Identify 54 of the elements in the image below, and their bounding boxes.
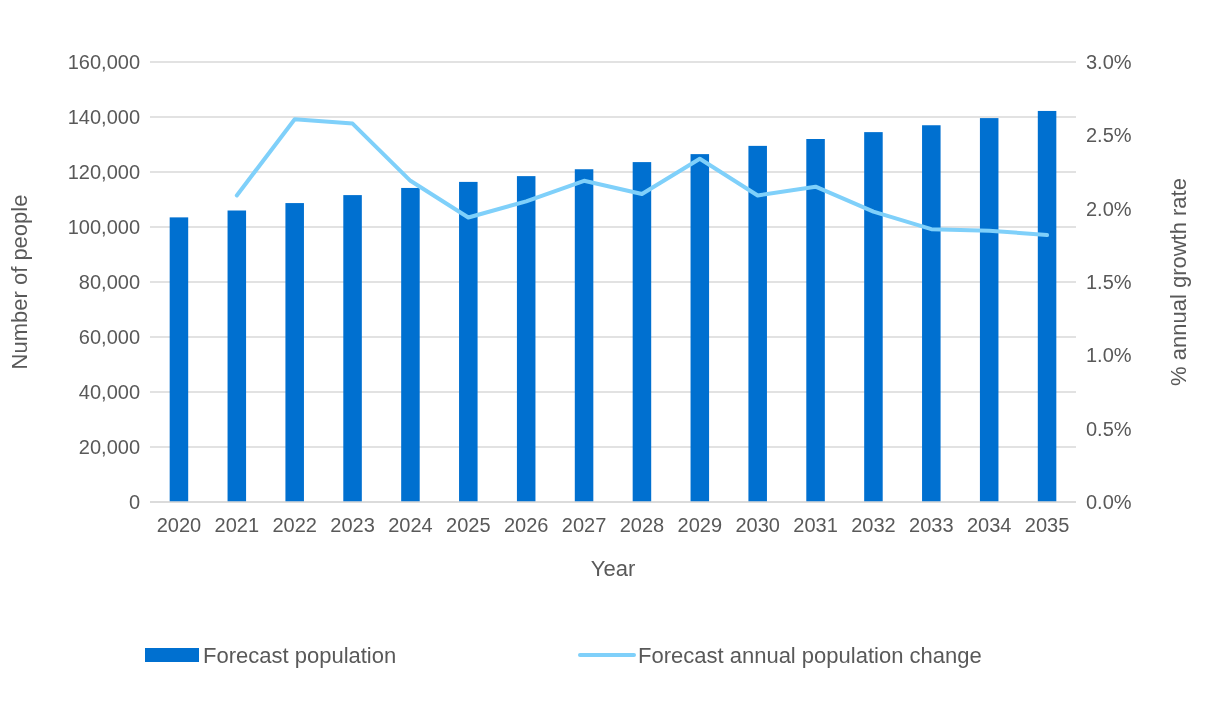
legend-label: Forecast annual population change	[638, 642, 982, 668]
x-tick-label: 2035	[1024, 514, 1070, 536]
bar	[343, 195, 362, 502]
legend-label: Forecast population	[203, 642, 397, 668]
bar	[516, 176, 536, 502]
x-tick-label: 2025	[446, 514, 491, 536]
y-tick-label: 100,000	[67, 216, 140, 238]
bar	[227, 210, 247, 502]
y-tick-label: 20,000	[78, 436, 140, 458]
x-tick-label: 2029	[677, 514, 723, 536]
y-tick-label: 120,000	[67, 161, 140, 183]
y2-tick-label: 1.0%	[1086, 344, 1132, 367]
x-tick-label: 2024	[388, 514, 433, 536]
y2-tick-label: 3.0%	[1086, 51, 1132, 73]
bar	[864, 132, 883, 502]
bar	[922, 125, 941, 502]
bar	[632, 162, 652, 502]
y-axis-title: Number of people	[7, 194, 32, 370]
bar	[574, 169, 594, 502]
bar	[285, 203, 304, 502]
x-tick-label: 2031	[793, 514, 838, 536]
y2-tick-label: 1.5%	[1086, 271, 1132, 293]
y2-tick-label: 0.0%	[1086, 491, 1132, 513]
y-tick-label: 160,000	[67, 51, 140, 73]
bar	[401, 187, 420, 502]
y-tick-label: 60,000	[78, 326, 140, 348]
x-tick-label: 2033	[909, 514, 954, 536]
x-tick-label: 2027	[561, 514, 607, 536]
y-tick-label: 140,000	[67, 106, 140, 128]
x-tick-label: 2028	[619, 514, 665, 536]
bar	[748, 145, 767, 502]
y2-tick-label: 2.5%	[1086, 124, 1132, 147]
y-tick-label: 80,000	[78, 271, 140, 293]
bar	[979, 118, 999, 502]
x-tick-label: 2030	[735, 514, 780, 536]
x-tick-label: 2021	[214, 514, 260, 536]
x-tick-label: 2034	[966, 514, 1012, 536]
bar	[1037, 110, 1057, 502]
y2-tick-label: 0.5%	[1086, 417, 1132, 440]
bar	[169, 217, 189, 502]
x-tick-label: 2023	[330, 514, 375, 536]
x-tick-label: 2032	[851, 514, 896, 536]
bar	[806, 139, 825, 502]
y-tick-label: 0	[128, 491, 140, 513]
y2-tick-label: 2.0%	[1086, 197, 1132, 220]
y2-axis-title: % annual growth rate	[1166, 178, 1191, 386]
line-series	[234, 117, 1050, 238]
x-tick-label: 2022	[272, 514, 317, 536]
x-axis-title: Year	[590, 556, 636, 581]
bar	[459, 181, 478, 502]
y-tick-label: 40,000	[78, 381, 140, 403]
x-tick-label: 2020	[156, 514, 202, 536]
bar	[690, 154, 710, 502]
x-tick-label: 2026	[503, 514, 549, 536]
